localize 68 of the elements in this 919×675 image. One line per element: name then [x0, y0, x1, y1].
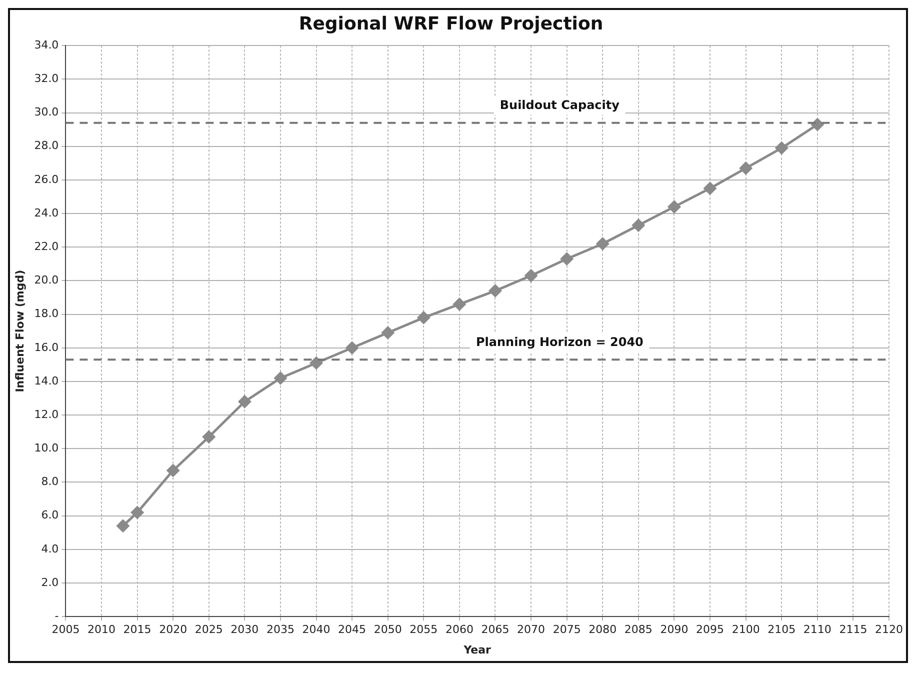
y-tick-label: 12.0	[34, 408, 59, 421]
x-tick-label: 2040	[302, 623, 330, 636]
x-tick-label: 2090	[660, 623, 688, 636]
point	[632, 219, 645, 232]
ref-line-label: Buildout Capacity	[500, 98, 620, 112]
x-tick-label: 2020	[159, 623, 188, 636]
y-tick-label: 2.0	[41, 576, 59, 589]
x-axis-title: Year	[462, 643, 492, 656]
y-tick-label: 34.0	[34, 38, 59, 52]
point	[274, 372, 287, 384]
x-tick-label: 2045	[338, 623, 366, 636]
x-tick-label: 2015	[123, 623, 152, 636]
point	[811, 118, 824, 131]
point	[166, 464, 180, 477]
x-tick-label: 2095	[696, 623, 724, 636]
point	[488, 284, 502, 298]
x-tick-label: 2100	[732, 623, 760, 636]
point	[740, 162, 752, 174]
chart-title: Regional WRF Flow Projection	[298, 13, 604, 34]
x-tick-label: 2010	[87, 623, 116, 636]
x-tick-label: 2005	[52, 623, 80, 636]
x-tick-label: 2110	[803, 623, 832, 636]
point	[560, 252, 574, 266]
x-tick-label: 2030	[230, 623, 259, 636]
y-tick-label: 22.0	[34, 240, 59, 253]
y-tick-label: 26.0	[34, 172, 59, 186]
y-tick-label: 16.0	[34, 340, 59, 354]
point	[131, 506, 144, 519]
point	[704, 182, 716, 195]
x-tick-label: 2065	[481, 623, 510, 636]
point	[668, 200, 680, 214]
point	[238, 395, 251, 408]
x-tick-label: 2075	[552, 623, 581, 636]
y-tick-label: 24.0	[34, 206, 59, 220]
point	[417, 311, 430, 324]
y-tick-label: -	[54, 609, 59, 622]
point	[453, 298, 466, 310]
point	[382, 326, 394, 340]
x-tick-label: 2070	[517, 623, 546, 636]
y-tick-label: 6.0	[41, 508, 59, 522]
point	[346, 342, 358, 354]
y-tick-label: 28.0	[34, 139, 59, 152]
x-tick-label: 2080	[588, 623, 617, 636]
point	[775, 142, 788, 154]
y-axis-title: Influent Flow (mgd)	[13, 270, 26, 392]
y-tick-label: 30.0	[34, 106, 59, 119]
y-tick-label: 32.0	[34, 72, 59, 86]
x-tick-label: 2025	[194, 623, 223, 636]
point	[116, 520, 130, 532]
x-tick-label: 2060	[445, 623, 474, 636]
y-tick-label: 18.0	[34, 307, 59, 320]
y-tick-label: 20.0	[34, 274, 59, 287]
x-tick-label: 2105	[768, 623, 796, 636]
point	[524, 269, 538, 282]
x-tick-label: 2115	[839, 623, 868, 636]
x-tick-label: 2050	[374, 623, 402, 636]
point	[310, 356, 323, 370]
y-tick-label: 10.0	[34, 442, 59, 455]
x-tick-label: 2120	[875, 623, 904, 636]
y-tick-label: 4.0	[41, 542, 59, 556]
x-tick-label: 2055	[410, 623, 438, 636]
point	[596, 238, 609, 250]
x-tick-label: 2085	[624, 623, 652, 636]
y-tick-label: 8.0	[41, 475, 59, 488]
annotation: Planning Horizon = 2040	[476, 334, 644, 349]
point	[202, 430, 216, 444]
y-tick-label: 14.0	[34, 374, 59, 388]
x-tick-label: 2035	[266, 623, 294, 636]
